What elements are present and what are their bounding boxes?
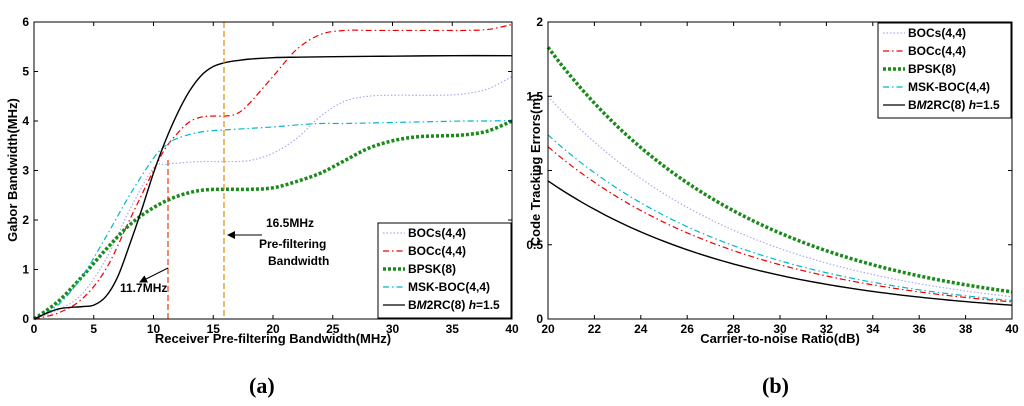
caption-a-close: ) (267, 373, 274, 398)
series-group-b (546, 46, 1013, 306)
x-tick-label: 35 (446, 322, 460, 336)
arrow-11-7mhz (139, 267, 169, 283)
annotation-bandwidth: Bandwidth (268, 254, 329, 268)
x-ticks-a: 0 5 10 15 20 25 30 35 40 (31, 22, 519, 336)
x-tick-label: 15 (207, 322, 221, 336)
x-tick-label: 5 (90, 322, 97, 336)
annotation-16-5mhz: 16.5MHz (266, 216, 314, 230)
x-tick-label: 25 (326, 322, 340, 336)
x-tick-label: 28 (727, 322, 741, 336)
legend-bm2rc-suffix-a: =1.5 (476, 298, 500, 312)
x-tick-label: 36 (913, 322, 927, 336)
legend-label-bocs-b: BOCs(4,4) (908, 26, 966, 40)
y-tick-label: 4 (22, 114, 29, 128)
legend-label-bm2rc-a: BM2RC(8) h=1.5 (408, 298, 500, 312)
legend-label-bpsk-b: BPSK(8) (908, 62, 956, 76)
y-tick-label: 3 (22, 164, 29, 178)
caption-a: (a) (249, 373, 275, 398)
legend-bm2rc-prefix-a: B (408, 298, 417, 312)
series-line-msk-boc-4-4 (33, 119, 513, 320)
legend-label-bocc-a: BOCc(4,4) (408, 244, 466, 258)
chart-panel-a: 11.7MHz 16.5MHz Pre-filtering Bandwidth … (5, 15, 519, 346)
legend-label-bm2rc-b: BM2RC(8) h=1.5 (908, 98, 1000, 112)
guide-lines-a (139, 22, 262, 319)
x-tick-label: 0 (31, 322, 38, 336)
legend-bm2rc-suffix-b: =1.5 (976, 98, 1000, 112)
y-tick-label: 2 (536, 15, 543, 29)
y-axis-label-b: Code Tracking Errors(m) (528, 94, 543, 246)
x-tick-label: 38 (959, 322, 973, 336)
annotation-11-7mhz: 11.7MHz (120, 281, 167, 295)
x-tick-label: 40 (505, 322, 519, 336)
series-line-bocc-4-4 (33, 23, 513, 320)
y-ticks-a: 0 1 2 3 4 5 6 (22, 15, 512, 326)
caption-b-letter: b (769, 373, 781, 398)
series-line-bm2rc-8-h-1-5 (33, 54, 513, 320)
caption-b-open: ( (762, 373, 769, 398)
x-tick-label: 26 (681, 322, 695, 336)
x-tick-label: 22 (588, 322, 602, 336)
y-tick-label: 6 (22, 15, 29, 29)
y-tick-label: 2 (22, 213, 29, 227)
legend-label-bocc-b: BOCc(4,4) (908, 44, 966, 58)
legend-label-mskboc-b: MSK-BOC(4,4) (908, 80, 990, 94)
x-axis-label-a: Receiver Pre-filtering Bandwidth(MHz) (155, 331, 391, 346)
x-tick-label: 34 (866, 322, 880, 336)
legend-bm2rc-h-a: h (469, 298, 476, 312)
y-tick-label: 0.5 (526, 238, 543, 252)
series-line-bpsk-8 (32, 119, 513, 321)
x-tick-label: 40 (1005, 322, 1019, 336)
y-tick-label: 1 (536, 164, 543, 178)
series-line-bocs-4-4 (547, 95, 1013, 298)
x-tick-label: 30 (386, 322, 400, 336)
legend-label-bpsk-a: BPSK(8) (408, 262, 456, 276)
legend-a: BOCs(4,4) BOCc(4,4) BPSK(8) MSK-BOC(4,4)… (377, 222, 512, 319)
legend-bm2rc-m-a: M (417, 298, 428, 312)
legend-b: BOCs(4,4) BOCc(4,4) BPSK(8) MSK-BOC(4,4)… (877, 22, 1012, 119)
y-tick-label: 5 (22, 65, 29, 79)
x-tick-label: 20 (266, 322, 280, 336)
caption-b: (b) (762, 373, 789, 398)
series-line-msk-boc-4-4 (547, 134, 1013, 302)
x-tick-label: 10 (147, 322, 161, 336)
y-axis-label-a: Gabor Bandwidth(MHz) (5, 98, 20, 242)
series-line-bpsk-8 (546, 46, 1013, 294)
annotation-prefiltering: Pre-filtering (259, 237, 326, 251)
x-tick-label: 30 (773, 322, 787, 336)
y-tick-label: 0 (536, 312, 543, 326)
legend-bm2rc-prefix-b: B (908, 98, 917, 112)
legend-bm2rc-mid-b: 2RC(8) (927, 98, 969, 112)
caption-a-letter: a (256, 373, 267, 398)
y-tick-label: 1.5 (526, 89, 543, 103)
x-tick-label: 32 (820, 322, 834, 336)
chart-panel-b: 20 22 24 26 28 30 32 34 36 38 40 0 0.5 1 1.5 2 Carrier… (526, 15, 1019, 346)
series-group-a (32, 23, 513, 321)
y-tick-label: 1 (22, 263, 29, 277)
series-line-bm2rc-8-h-1-5 (547, 180, 1013, 306)
series-line-bocs-4-4 (33, 75, 513, 320)
y-tick-label: 0 (22, 312, 29, 326)
series-line-bocc-4-4 (547, 146, 1013, 303)
y-ticks-b: 0 0.5 1 1.5 2 (526, 15, 1012, 326)
x-ticks-b: 20 22 24 26 28 30 32 34 36 38 40 (541, 22, 1019, 336)
caption-a-open: ( (249, 373, 256, 398)
x-axis-label-b: Carrier-to-noise Ratio(dB) (700, 331, 860, 346)
x-tick-label: 24 (634, 322, 648, 336)
caption-b-close: ) (782, 373, 789, 398)
legend-bm2rc-h-b: h (969, 98, 976, 112)
legend-label-mskboc-a: MSK-BOC(4,4) (408, 280, 490, 294)
legend-bm2rc-mid-a: 2RC(8) (427, 298, 469, 312)
legend-label-bocs-a: BOCs(4,4) (408, 226, 466, 240)
legend-bm2rc-m-b: M (917, 98, 928, 112)
x-tick-label: 20 (541, 322, 555, 336)
